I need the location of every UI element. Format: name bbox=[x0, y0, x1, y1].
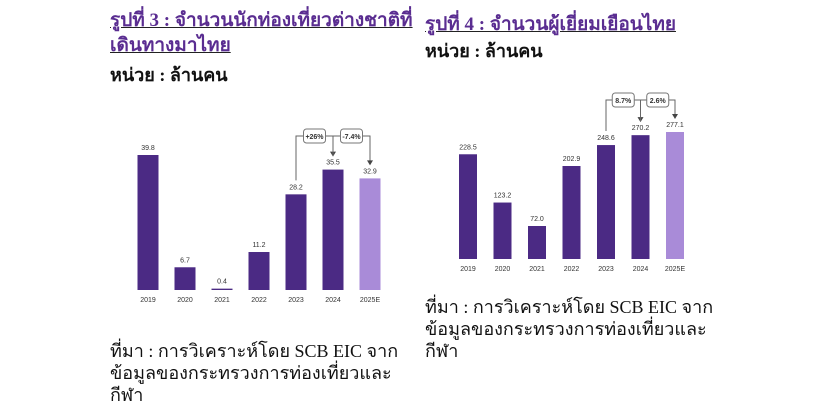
unit-label: หน่วย : ล้านคน bbox=[110, 65, 228, 85]
x-tick-label: 2023 bbox=[288, 297, 304, 304]
bar bbox=[359, 178, 381, 290]
x-tick-label: 2020 bbox=[495, 266, 511, 273]
source-note: ที่มา : การวิเคราะห์โดย SCB EIC จากข้อมู… bbox=[425, 297, 714, 361]
x-tick-label: 2024 bbox=[325, 297, 341, 304]
bar bbox=[597, 145, 615, 259]
chart-title: รูปที่ 3 : จำนวนนักท่องเที่ยวต่างชาติที่… bbox=[110, 10, 413, 56]
unit-label: หน่วย : ล้านคน bbox=[425, 41, 543, 61]
value-label: 28.2 bbox=[289, 184, 303, 191]
x-tick-label: 2024 bbox=[633, 266, 649, 273]
value-label: 277.1 bbox=[666, 122, 684, 129]
value-label: 270.2 bbox=[632, 125, 650, 132]
bar bbox=[174, 267, 196, 290]
value-label: 0.4 bbox=[217, 279, 227, 286]
source-note: ที่มา : การวิเคราะห์โดย SCB EIC จากข้อมู… bbox=[110, 341, 399, 405]
annotation-box bbox=[303, 128, 326, 144]
annotation-label: -7.4% bbox=[342, 134, 361, 141]
value-label: 35.5 bbox=[326, 160, 340, 167]
bar bbox=[137, 155, 159, 290]
value-label: 202.9 bbox=[563, 156, 581, 163]
value-label: 32.9 bbox=[363, 168, 377, 175]
bar bbox=[631, 135, 650, 259]
annotation-label: 2.6% bbox=[650, 98, 667, 105]
x-tick-label: 2019 bbox=[460, 266, 476, 273]
x-tick-label: 2025E bbox=[360, 297, 381, 304]
value-label: 39.8 bbox=[141, 145, 155, 152]
bar bbox=[459, 154, 477, 259]
value-label: 228.5 bbox=[459, 144, 477, 151]
bar bbox=[666, 132, 684, 259]
x-tick-label: 2025E bbox=[665, 266, 686, 273]
value-label: 72.0 bbox=[530, 216, 544, 223]
chart-title: รูปที่ 4 : จำนวนผู้เยี่ยมเยือนไทย bbox=[425, 14, 676, 35]
bar bbox=[211, 288, 233, 290]
x-tick-label: 2023 bbox=[598, 266, 614, 273]
value-label: 11.2 bbox=[252, 242, 265, 249]
value-label: 6.7 bbox=[180, 257, 190, 264]
annotation-label: +26% bbox=[305, 134, 324, 141]
bar bbox=[493, 202, 512, 259]
annotation-label: 8.7% bbox=[615, 98, 632, 105]
bar bbox=[285, 194, 307, 290]
value-label: 123.2 bbox=[494, 193, 512, 200]
x-tick-label: 2021 bbox=[214, 297, 230, 304]
annotation-box bbox=[646, 92, 670, 108]
annotation-box bbox=[340, 128, 363, 144]
annotation-arrow bbox=[672, 114, 678, 119]
bar bbox=[528, 226, 546, 259]
x-tick-label: 2021 bbox=[529, 266, 545, 273]
x-tick-label: 2022 bbox=[251, 297, 267, 304]
x-tick-label: 2020 bbox=[177, 297, 193, 304]
x-tick-label: 2019 bbox=[140, 297, 156, 304]
x-tick-label: 2022 bbox=[564, 266, 580, 273]
bar bbox=[248, 252, 270, 290]
annotation-box bbox=[611, 92, 635, 108]
annotation-arrow bbox=[367, 160, 373, 166]
bar bbox=[562, 166, 581, 259]
bar bbox=[322, 169, 344, 290]
value-label: 248.6 bbox=[597, 135, 615, 142]
